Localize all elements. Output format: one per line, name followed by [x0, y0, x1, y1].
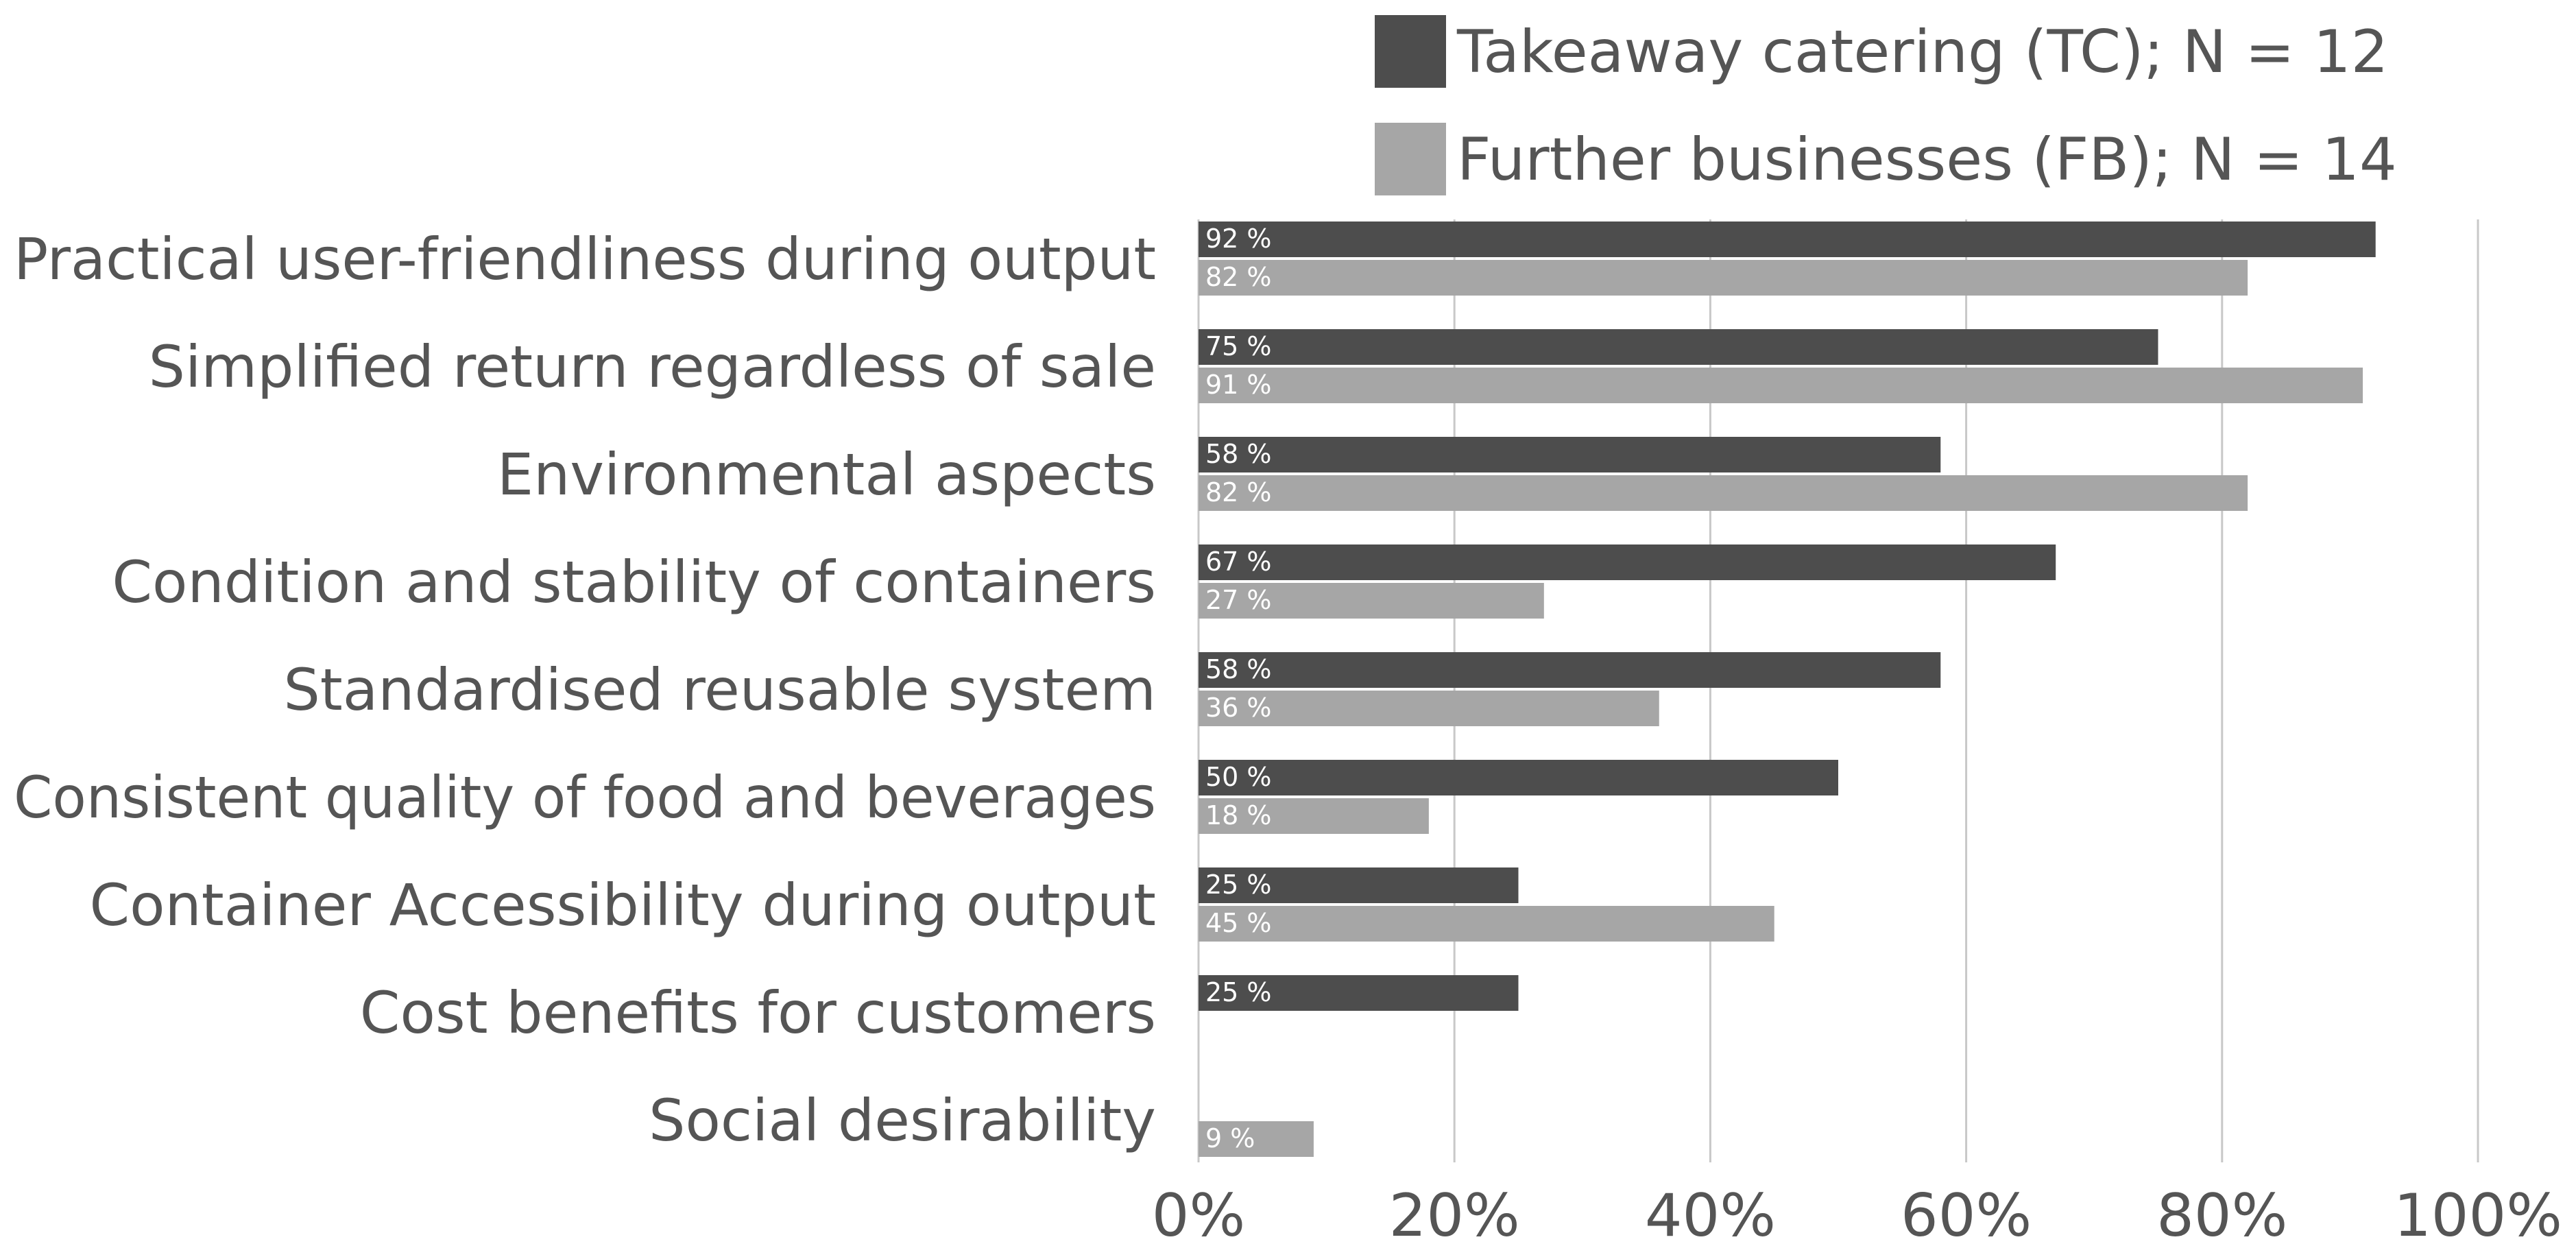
bar-tc: [1199, 222, 2376, 257]
bar-fb: [1199, 368, 2363, 403]
category-label: Condition and stability of containers: [112, 549, 1156, 616]
bar-value-label: 27 %: [1205, 585, 1272, 615]
bar-tc: [1199, 760, 1838, 795]
bar-value-label: 82 %: [1205, 262, 1272, 292]
bar-tc: [1199, 437, 1941, 472]
bar-tc: [1199, 329, 2158, 365]
bar-value-label: 25 %: [1205, 977, 1272, 1007]
category-label: Practical user-friendliness during outpu…: [14, 226, 1156, 293]
bar-tc: [1199, 867, 1519, 903]
x-tick-label: 20%: [1389, 1182, 1520, 1250]
bar-tc: [1199, 652, 1941, 688]
bar-fb: [1199, 583, 1544, 619]
bar-fb: [1199, 1121, 1314, 1157]
bar-value-label: 91 %: [1205, 370, 1272, 400]
bar-fb: [1199, 475, 2248, 511]
category-label: Container Accessibility during output: [89, 872, 1156, 939]
bar-fb: [1199, 691, 1659, 726]
legend: Takeaway catering (TC); N = 12 Further bu…: [1375, 15, 2397, 195]
legend-swatch-tc: [1375, 15, 1446, 88]
bar-value-label: 45 %: [1205, 908, 1272, 938]
bar-tc: [1199, 975, 1519, 1011]
bar-fb: [1199, 798, 1429, 834]
bar-value-label: 36 %: [1205, 693, 1272, 723]
x-tick-label: 60%: [1901, 1182, 2032, 1250]
x-tick-label: 0%: [1152, 1182, 1245, 1250]
bar-value-label: 9 %: [1205, 1123, 1255, 1153]
category-label: Simplified return regardless of sale: [149, 333, 1156, 400]
bar-value-label: 58 %: [1205, 439, 1272, 469]
bar-tc: [1199, 544, 2056, 580]
bar-value-label: 25 %: [1205, 870, 1272, 900]
category-label: Consistent quality of food and beverages: [14, 764, 1156, 831]
legend-swatch-fb: [1375, 123, 1446, 195]
bar-value-label: 58 %: [1205, 654, 1272, 684]
bar-value-label: 75 %: [1205, 331, 1272, 361]
x-axis-tick-labels: 0% 20% 40% 60% 80% 100%: [1152, 1182, 2562, 1250]
x-tick-label: 100%: [2394, 1182, 2562, 1250]
category-label: Social desirability: [649, 1087, 1156, 1154]
category-labels: Practical user-friendliness during outpu…: [14, 226, 1156, 1154]
category-label: Standardised reusable system: [283, 656, 1156, 723]
bars: 92 % 82 % 75 % 91 % 58 % 82 % 67 % 27 % 58 % 36 %…: [1199, 222, 2376, 1157]
legend-label-fb: Further businesses (FB); N = 14: [1457, 125, 2397, 194]
bar-value-label: 92 %: [1205, 224, 1272, 254]
bar-fb: [1199, 260, 2248, 296]
category-label: Cost benefits for customers: [360, 979, 1156, 1046]
bar-fb: [1199, 906, 1774, 942]
bar-value-label: 82 %: [1205, 477, 1272, 507]
category-label: Environmental aspects: [497, 441, 1156, 508]
bar-value-label: 50 %: [1205, 762, 1272, 792]
legend-label-tc: Takeaway catering (TC); N = 12: [1456, 18, 2388, 86]
bar-value-label: 67 %: [1205, 547, 1272, 577]
x-tick-label: 40%: [1645, 1182, 1776, 1250]
bar-value-label: 18 %: [1205, 800, 1272, 830]
x-tick-label: 80%: [2156, 1182, 2287, 1250]
